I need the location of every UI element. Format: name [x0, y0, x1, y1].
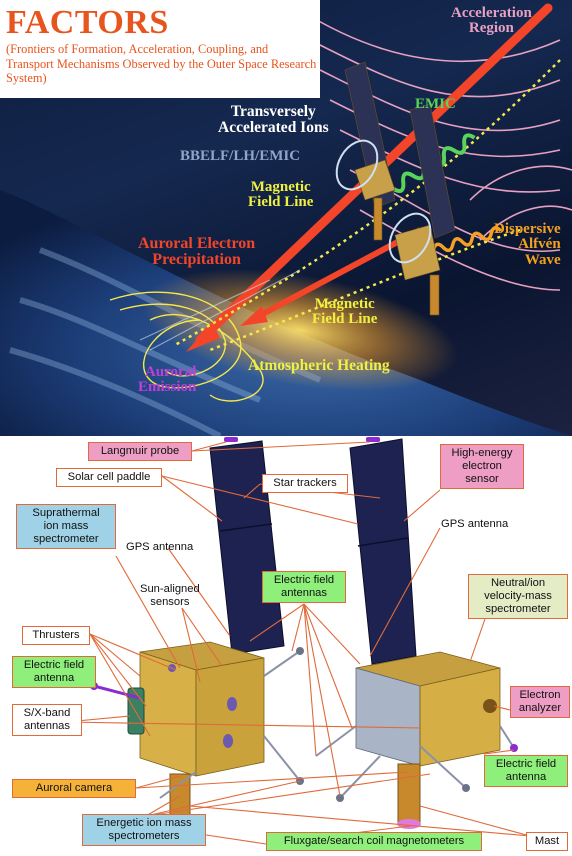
langmuir-probe-left: [224, 437, 238, 442]
label-transversely-accelerated-ions: Transversely Accelerated Ions: [218, 103, 329, 136]
aurora-glow: [142, 269, 458, 391]
label-electron-analyzer: Electron analyzer: [510, 686, 570, 718]
label-energetic-ion-mass-spectrometers: Energetic ion mass spectrometers: [82, 814, 206, 846]
solar-panel-left: [209, 440, 285, 655]
label-sun-aligned-sensors: Sun-aligned sensors: [140, 583, 200, 608]
factors-illustration: FACTORS (Frontiers of Formation, Acceler…: [0, 0, 572, 436]
label-atmospheric-heating: Atmospheric Heating: [248, 357, 390, 374]
label-fluxgate-magnetometers: Fluxgate/search coil magnetometers: [266, 832, 482, 851]
satellite-b: [394, 103, 456, 316]
figure-subtitle: (Frontiers of Formation, Acceleration, C…: [6, 42, 317, 85]
label-magnetic-field-line-2: Magnetic Field Line: [312, 296, 378, 328]
label-high-energy-electron-sensor: High-energy electron sensor: [440, 444, 524, 489]
ion-ring-a: [335, 139, 379, 191]
label-s-x-band-antennas: S/X-band antennas: [12, 704, 82, 736]
ion-ring-b: [388, 212, 432, 264]
spacecraft-left: [90, 440, 304, 837]
label-emic: EMIC: [415, 96, 456, 112]
figure-title: FACTORS: [6, 4, 169, 41]
aurora-curtains: [109, 291, 264, 402]
label-auroral-electron-precipitation: Auroral Electron Precipitation: [138, 235, 256, 269]
solar-panel-right: [349, 438, 417, 665]
spacecraft-diagram: Langmuir probe Solar cell paddle Star tr…: [0, 436, 572, 856]
label-magnetic-field-line-1: Magnetic Field Line: [248, 179, 314, 211]
label-acceleration-region: Acceleration Region: [451, 5, 532, 37]
label-electric-field-antenna-right: Electric field antenna: [484, 755, 568, 787]
langmuir-probe-right: [366, 437, 380, 442]
left-body-front: [139, 651, 197, 777]
space-scene: [0, 3, 572, 436]
label-gps-antenna-left: GPS antenna: [126, 541, 194, 553]
label-langmuir-probe: Langmuir probe: [88, 442, 192, 461]
label-gps-antenna-right: GPS antenna: [441, 518, 509, 530]
label-star-trackers: Star trackers: [262, 474, 348, 493]
field-lines: [299, 9, 572, 291]
left-sx-antenna: [127, 687, 145, 735]
earth: [0, 190, 572, 436]
label-auroral-camera: Auroral camera: [12, 779, 136, 798]
label-dispersive-alfven-wave: Dispersive Alfvén Wave: [494, 221, 561, 268]
label-solar-cell-paddle: Solar cell paddle: [56, 468, 162, 487]
label-electric-field-antennas: Electric field antennas: [262, 571, 346, 603]
right-body-side: [419, 667, 501, 767]
label-electric-field-antenna-left: Electric field antenna: [12, 656, 96, 688]
spacecraft-right: [315, 438, 518, 829]
label-neutral-ion-velocity-mass-spectrometer: Neutral/ion velocity-mass spectrometer: [468, 574, 568, 619]
label-mast: Mast: [526, 832, 568, 851]
satellite-a: [344, 61, 396, 241]
label-thrusters: Thrusters: [22, 626, 90, 645]
right-mast: [397, 763, 421, 825]
left-e-antenna-boom: [93, 684, 141, 700]
title-box: FACTORS (Frontiers of Formation, Acceler…: [0, 0, 320, 98]
label-auroral-emission: Auroral Emission: [138, 364, 197, 396]
label-suprathermal-ion-mass-spectrometer: Suprathermal ion mass spectrometer: [16, 504, 116, 549]
label-bbelf: BBELF/LH/EMIC: [180, 148, 301, 164]
left-body-side: [195, 657, 265, 777]
